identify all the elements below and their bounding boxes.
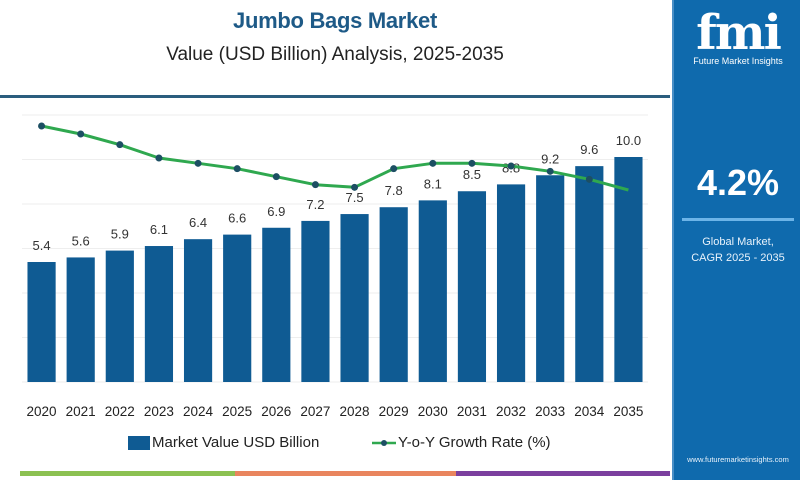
growth-point-2029 — [390, 165, 398, 173]
growth-line-path — [41, 124, 629, 192]
bars — [27, 157, 643, 382]
bar-2026 — [262, 227, 291, 382]
x-tick-2033: 2033 — [535, 404, 565, 419]
x-tick-2029: 2029 — [379, 404, 409, 419]
sidebar-divider — [682, 218, 794, 221]
legend-item-growth-rate: Y-o-Y Growth Rate (%) — [372, 434, 551, 451]
growth-point-2031 — [468, 159, 476, 167]
x-tick-2026: 2026 — [261, 404, 291, 419]
chart-title: Jumbo Bags Market — [233, 8, 437, 33]
x-tick-2034: 2034 — [574, 404, 605, 419]
bar-label-2020: 5.4 — [33, 238, 51, 253]
x-tick-2022: 2022 — [105, 404, 135, 419]
bar-label-2029: 7.8 — [385, 183, 403, 198]
cagr-value: 4.2% — [696, 162, 780, 203]
x-tick-2025: 2025 — [222, 404, 252, 419]
bar-label-2027: 7.2 — [306, 197, 324, 212]
growth-point-2020 — [38, 122, 46, 130]
legend-item-market-value: Market Value USD Billion — [128, 434, 319, 451]
bar-2035 — [614, 157, 643, 382]
bar-2024 — [183, 239, 213, 382]
growth-point-2025 — [233, 165, 241, 173]
bar-2032 — [496, 184, 526, 382]
bar-2029 — [379, 207, 408, 382]
logo-subtext: Future Market Insights — [693, 56, 783, 66]
bar-2028 — [340, 214, 369, 382]
legend: Market Value USD Billion Y-o-Y Growth Ra… — [0, 434, 670, 456]
bar-label-2023: 6.1 — [150, 222, 168, 237]
growth-point-2024 — [194, 159, 202, 167]
growth-point-2030 — [429, 159, 437, 167]
cagr-label: Global Market, CAGR 2025 - 2035 — [674, 234, 800, 266]
legend-label-growth-rate: Y-o-Y Growth Rate (%) — [398, 434, 551, 451]
growth-point-2033 — [546, 167, 554, 175]
growth-point-2032 — [507, 162, 515, 170]
bar-label-2035: 10.0 — [616, 133, 641, 148]
bar-2022 — [105, 250, 134, 382]
bar-2021 — [66, 257, 95, 382]
bar-2023 — [144, 246, 174, 382]
header-divider — [0, 95, 670, 98]
x-tick-2024: 2024 — [183, 404, 214, 419]
bar-label-2031: 8.5 — [463, 167, 481, 182]
growth-point-2034 — [585, 175, 593, 183]
bar-2030 — [418, 200, 447, 382]
growth-point-2026 — [272, 173, 280, 181]
x-tick-2032: 2032 — [496, 404, 526, 419]
bar-2025 — [223, 234, 252, 382]
logo-letters: fmi — [696, 5, 782, 61]
cagr-label-line1: Global Market, — [702, 236, 774, 248]
bar-2020 — [27, 262, 56, 382]
bar-label-2028: 7.5 — [346, 190, 364, 205]
growth-point-2021 — [77, 130, 85, 138]
stripe-green — [20, 471, 235, 476]
legend-bar-swatch — [128, 435, 150, 450]
stripe-purple — [455, 471, 670, 476]
bar-2027 — [301, 220, 330, 382]
bar-label-2024: 6.4 — [189, 215, 207, 230]
bar-label-2026: 6.9 — [267, 204, 285, 219]
bar-label-2022: 5.9 — [111, 227, 129, 242]
bar-label-2033: 9.2 — [541, 151, 559, 166]
combo-chart: 5.45.65.96.16.46.66.97.27.57.88.18.58.89… — [22, 114, 648, 419]
x-tick-2021: 2021 — [66, 404, 96, 419]
x-tick-2030: 2030 — [418, 404, 448, 419]
bar-2034 — [575, 166, 604, 382]
growth-point-2023 — [155, 154, 163, 162]
bar-label-2025: 6.6 — [228, 211, 246, 226]
x-tick-2031: 2031 — [457, 404, 487, 419]
growth-point-2022 — [116, 141, 124, 149]
x-tick-labels: 2020 2021 2022 2023 2024 2025 2026 2027 2028 2029… — [27, 404, 644, 419]
chart-panel: Jumbo Bags Market Value (USD Billion) An… — [0, 8, 670, 476]
growth-line — [38, 122, 629, 192]
website-link[interactable]: www.futuremarketinsights.com — [687, 455, 789, 464]
x-tick-2028: 2028 — [340, 404, 370, 419]
fmi-logo: fmi Future Market Insights — [674, 8, 800, 66]
legend-line-swatch — [372, 439, 396, 446]
cagr-label-line2: CAGR 2025 - 2035 — [691, 252, 785, 264]
bar-2033 — [536, 175, 565, 382]
bottom-color-stripe — [20, 471, 670, 476]
x-tick-2020: 2020 — [27, 404, 57, 419]
sidebar: fmi Future Market Insights 4.2% Global M… — [672, 0, 800, 480]
x-tick-2027: 2027 — [300, 404, 330, 419]
bar-label-2021: 5.6 — [72, 233, 90, 248]
bar-label-2030: 8.1 — [424, 176, 442, 191]
x-tick-2035: 2035 — [613, 404, 643, 419]
bar-2031 — [457, 191, 487, 382]
legend-label-market-value: Market Value USD Billion — [152, 434, 320, 451]
growth-point-2028 — [351, 183, 359, 191]
growth-point-2027 — [311, 181, 319, 189]
x-tick-2023: 2023 — [144, 404, 174, 419]
chart-subtitle: Value (USD Billion) Analysis, 2025-2035 — [166, 44, 504, 65]
bar-label-2034: 9.6 — [580, 142, 598, 157]
bar-value-labels: 5.45.65.96.16.46.66.97.27.57.88.18.58.89… — [33, 133, 642, 253]
stripe-orange — [234, 471, 456, 476]
